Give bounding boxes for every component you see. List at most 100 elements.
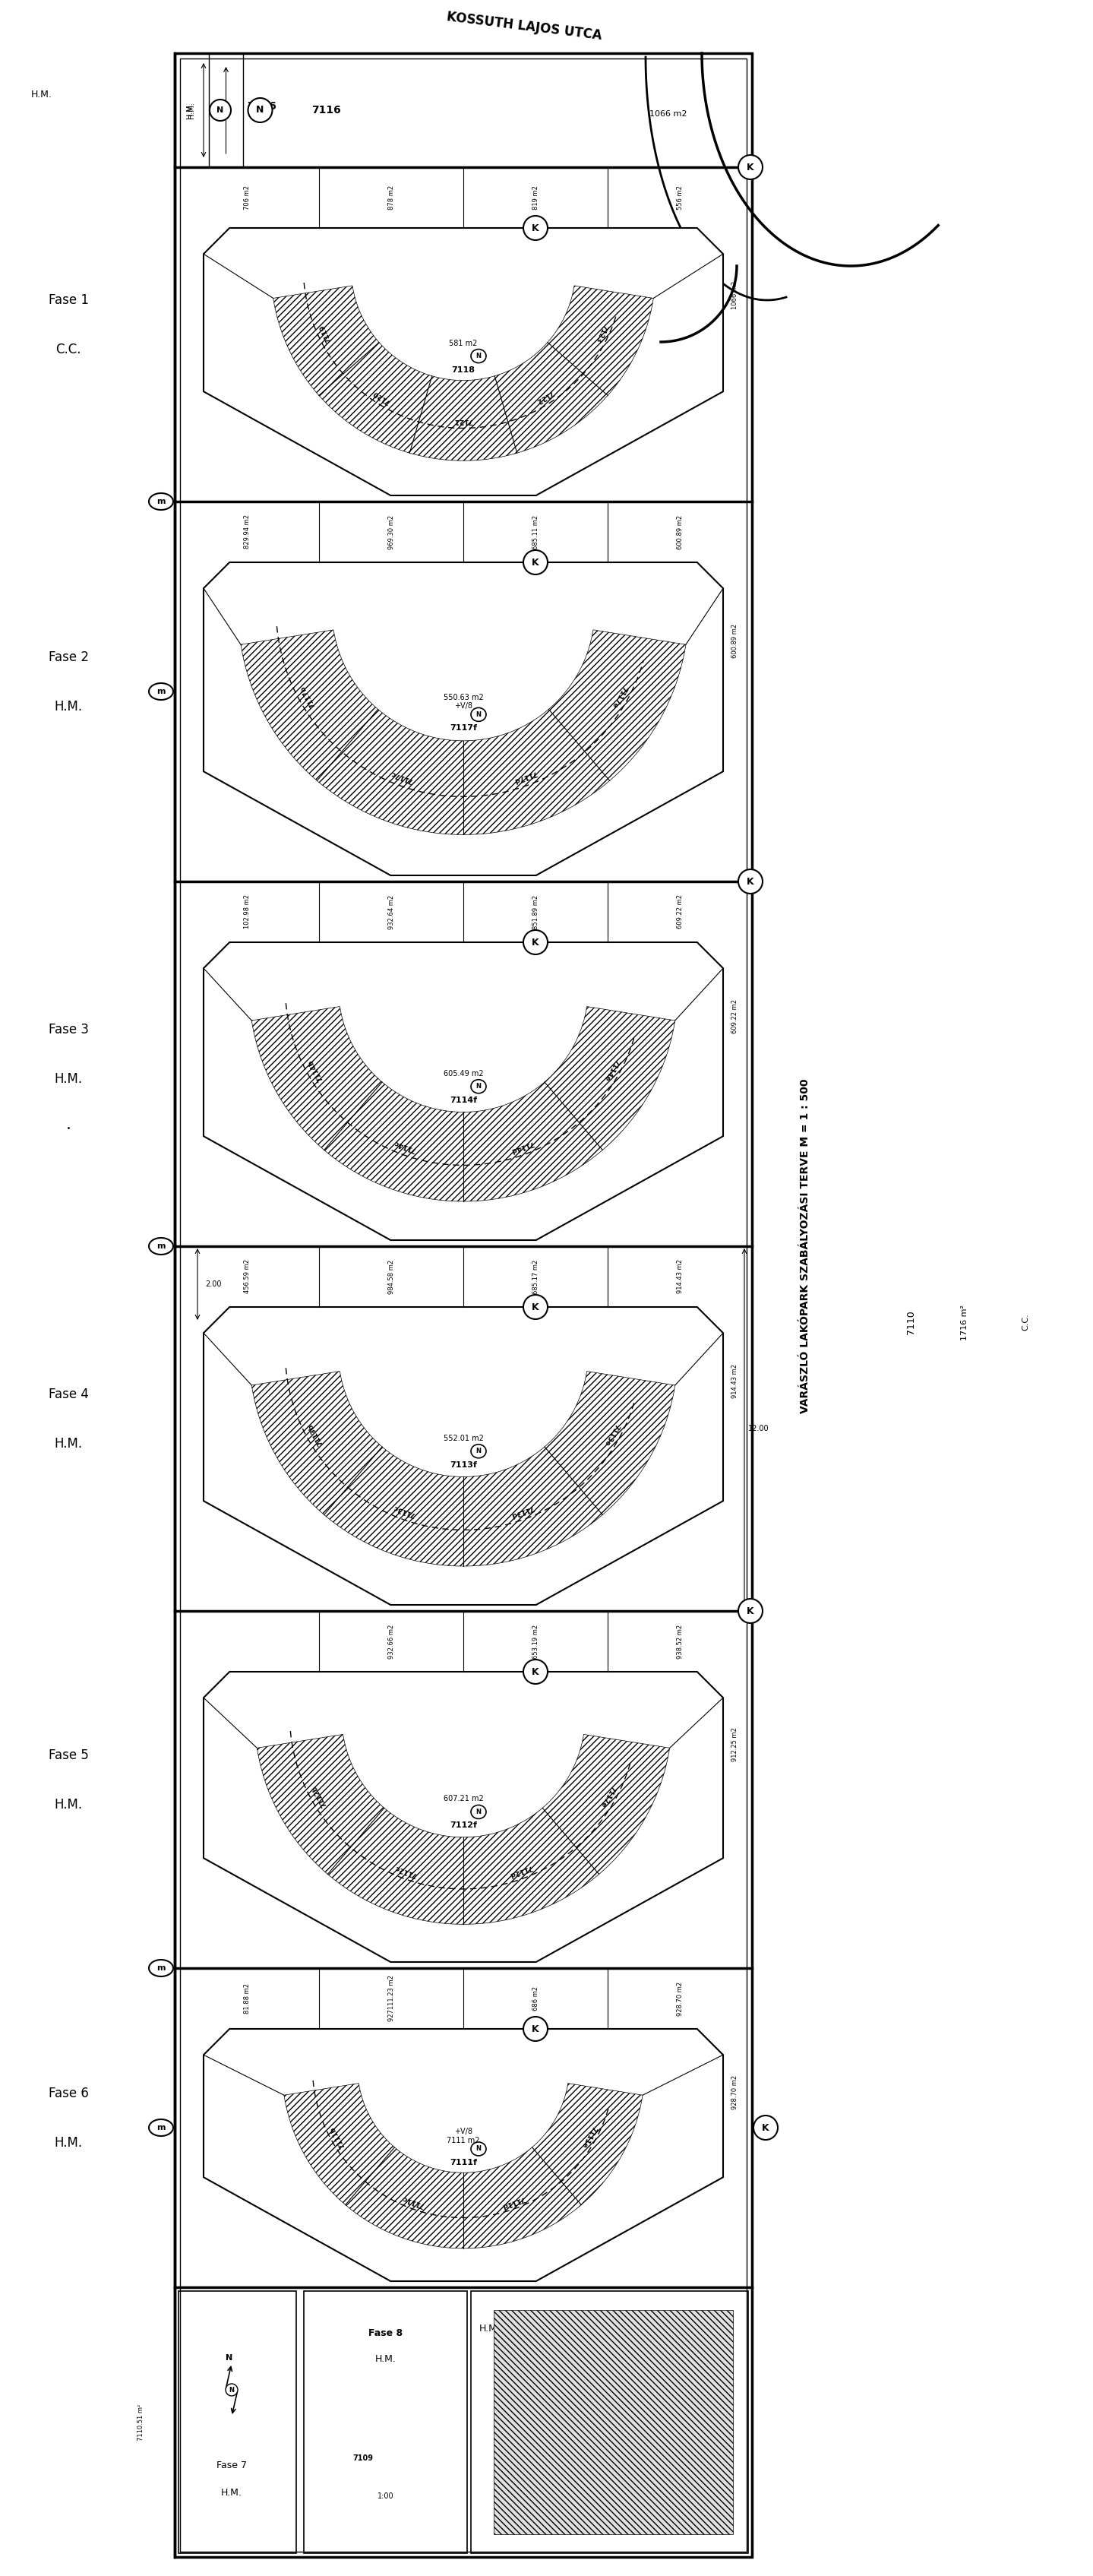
Text: 7114e: 7114e <box>602 1059 620 1082</box>
Text: H.M.: H.M. <box>55 2136 82 2151</box>
Text: 685.11 m2: 685.11 m2 <box>532 515 539 549</box>
Text: 7111e: 7111e <box>580 2125 598 2148</box>
Ellipse shape <box>471 1806 486 1819</box>
Polygon shape <box>203 227 724 495</box>
Text: K: K <box>532 224 539 232</box>
Text: 7110.51 m²: 7110.51 m² <box>137 2403 144 2439</box>
Bar <box>180 59 747 2553</box>
Text: N: N <box>216 106 224 113</box>
Bar <box>178 2290 296 2553</box>
Text: m: m <box>156 497 165 505</box>
Text: 7111f: 7111f <box>449 2159 477 2166</box>
Text: 7112b: 7112b <box>310 1785 328 1808</box>
Circle shape <box>248 98 272 121</box>
Text: 456.59 m2: 456.59 m2 <box>244 1260 250 1293</box>
Circle shape <box>524 930 548 956</box>
Text: N: N <box>475 2146 481 2154</box>
Text: 7108: 7108 <box>521 2352 542 2360</box>
Text: 609.22 m2: 609.22 m2 <box>677 894 683 930</box>
Circle shape <box>753 2115 778 2141</box>
Text: 829.94 m2: 829.94 m2 <box>244 515 250 549</box>
Text: 600.89 m2: 600.89 m2 <box>732 623 739 657</box>
Text: 7113c: 7113c <box>392 1504 416 1517</box>
Text: 7113f: 7113f <box>449 1461 477 1468</box>
Text: 932.64 m2: 932.64 m2 <box>388 894 395 930</box>
Bar <box>175 54 752 2558</box>
Text: 7114c: 7114c <box>392 1139 416 1154</box>
Text: 927111.23 m2: 927111.23 m2 <box>388 1976 395 2022</box>
Text: 7116: 7116 <box>312 106 341 116</box>
Text: Fase 4: Fase 4 <box>48 1388 89 1401</box>
Text: 914.43 m2: 914.43 m2 <box>677 1260 683 1293</box>
Polygon shape <box>203 562 724 876</box>
Polygon shape <box>203 2030 724 2282</box>
Text: 686 m2: 686 m2 <box>532 1986 539 2012</box>
Polygon shape <box>203 1306 724 1605</box>
Text: 7117b: 7117b <box>298 685 317 708</box>
Text: 932.66 m2: 932.66 m2 <box>388 1623 395 1659</box>
Circle shape <box>738 1600 763 1623</box>
Circle shape <box>524 1296 548 1319</box>
Text: 7113d: 7113d <box>509 1504 534 1517</box>
Polygon shape <box>257 1734 670 1924</box>
Polygon shape <box>251 1007 675 1200</box>
Polygon shape <box>494 2311 733 2535</box>
Text: 912.25 m2: 912.25 m2 <box>732 1728 739 1762</box>
Text: N: N <box>475 1448 481 1455</box>
Ellipse shape <box>471 2143 486 2156</box>
Ellipse shape <box>149 1960 173 1976</box>
Text: 7114d: 7114d <box>509 1139 534 1154</box>
Text: 7118: 7118 <box>451 366 475 374</box>
Text: 7111c: 7111c <box>401 2195 425 2208</box>
Text: H.M.: H.M. <box>55 701 82 714</box>
Text: Fase 2: Fase 2 <box>48 652 89 665</box>
Text: H.M.: H.M. <box>480 2324 501 2334</box>
Text: 12.00: 12.00 <box>749 1425 769 1432</box>
Text: 7111d: 7111d <box>501 2195 526 2210</box>
Text: 851.89 m2: 851.89 m2 <box>532 894 539 930</box>
Text: K: K <box>762 2123 769 2133</box>
Text: 607.21 m2: 607.21 m2 <box>444 1795 483 1803</box>
Text: m: m <box>156 1965 165 1971</box>
Text: 7113e: 7113e <box>602 1422 620 1448</box>
Ellipse shape <box>149 683 173 701</box>
Bar <box>304 2290 467 2553</box>
Polygon shape <box>251 1370 675 1566</box>
Text: 7120: 7120 <box>372 389 391 404</box>
Text: Fase 1: Fase 1 <box>48 294 89 307</box>
Text: H.M.: H.M. <box>55 1437 82 1450</box>
Text: H.M.: H.M. <box>188 103 196 118</box>
Text: 609.22 m2: 609.22 m2 <box>732 999 739 1033</box>
Text: K: K <box>747 162 754 173</box>
Text: H.M.: H.M. <box>55 1072 82 1087</box>
Text: 969.30 m2: 969.30 m2 <box>388 515 395 549</box>
Text: N: N <box>256 106 265 116</box>
Text: KOSSUTH LAJOS UTCA: KOSSUTH LAJOS UTCA <box>446 10 602 44</box>
Text: K: K <box>747 1605 754 1615</box>
Text: m: m <box>156 688 165 696</box>
Bar <box>471 2290 749 2553</box>
Text: 2.00: 2.00 <box>205 1280 222 1288</box>
Text: K: K <box>532 556 539 567</box>
Text: N: N <box>475 1808 481 1816</box>
Text: 600.89 m2: 600.89 m2 <box>677 515 683 549</box>
Text: 7117d: 7117d <box>513 770 538 783</box>
Text: +V/8
7111 m2: +V/8 7111 m2 <box>447 2128 480 2143</box>
Text: 1066 m2: 1066 m2 <box>649 111 687 118</box>
Text: 7112f: 7112f <box>449 1821 477 1829</box>
Text: 1066 m2: 1066 m2 <box>732 281 739 309</box>
Text: 706 m2: 706 m2 <box>244 185 250 209</box>
Text: Fase 6: Fase 6 <box>48 2087 89 2099</box>
Ellipse shape <box>471 708 486 721</box>
Text: .: . <box>66 1118 71 1133</box>
Text: 878 m2: 878 m2 <box>388 185 395 209</box>
Text: Fase 7: Fase 7 <box>517 2324 546 2334</box>
Circle shape <box>225 2383 238 2396</box>
Circle shape <box>524 551 548 574</box>
Text: VARÁSZLÓ LAKÓPARK SZABÁLYOZÁSI TERVE M = 1 : 500: VARÁSZLÓ LAKÓPARK SZABÁLYOZÁSI TERVE M =… <box>800 1079 810 1414</box>
Text: H.M.: H.M. <box>221 2488 243 2496</box>
Text: 81.88 m2: 81.88 m2 <box>244 1984 250 2014</box>
Polygon shape <box>240 631 686 835</box>
Text: K: K <box>532 938 539 948</box>
Text: 7117f: 7117f <box>449 724 477 732</box>
